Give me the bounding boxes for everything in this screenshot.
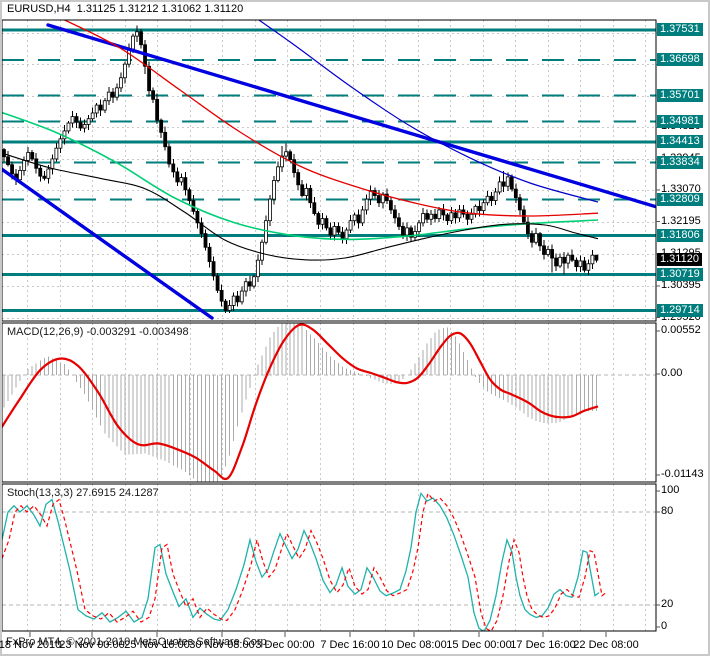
stoch-scale-label: 0: [661, 620, 668, 632]
ma-green: [2, 111, 599, 241]
copyright-text: FxPro MT4, © 2001-2010 MetaQuotes Softwa…: [6, 636, 270, 648]
price-level-label: 1.36698: [657, 53, 703, 66]
time-axis-label: 15 Dec 00:00: [446, 639, 512, 651]
chart-title-ohlc: EURUSD,H4 1.31125 1.31212 1.31062 1.3112…: [7, 3, 244, 15]
time-axis-label: 23 Nov 00:00: [59, 639, 125, 651]
current-price-label: 1.31120: [657, 253, 702, 266]
time-axis-label: 22 Dec 08:00: [573, 639, 639, 651]
stoch-scale-label: 20: [661, 598, 674, 610]
price-level-label: 1.30719: [657, 268, 703, 281]
time-axis-label: 10 Dec 08:00: [381, 639, 447, 651]
price-level-label: 1.31806: [657, 229, 703, 242]
time-axis-label: 17 Dec 16:00: [510, 639, 576, 651]
ma-thin-blue: [257, 20, 599, 203]
ma-red: [63, 20, 599, 217]
price-level-label: 1.32809: [657, 193, 703, 206]
price-level-label: 1.29714: [657, 304, 703, 317]
stoch-indicator-label: Stoch(13,3,3) 27.6915 24.1287: [7, 487, 159, 499]
stoch-scale-label: 100: [661, 484, 680, 496]
price-level-label: 1.35701: [657, 89, 703, 102]
price-axis-label: 1.30395: [661, 279, 701, 291]
macd-signal-line: [2, 323, 599, 481]
macd-indicator-label: MACD(12,26,9) -0.003291 -0.003498: [7, 326, 189, 338]
ma-black: [2, 152, 599, 261]
stoch-scale-label: 80: [661, 505, 674, 517]
macd-scale-label: 0.00: [661, 367, 683, 379]
price-axis-label: 1.33070: [661, 183, 701, 195]
stoch-d-line: [2, 492, 607, 631]
price-level-label: 1.33834: [657, 156, 703, 169]
macd-scale-label: 0.00552: [661, 324, 701, 336]
time-axis-label: 7 Dec 16:00: [320, 639, 380, 651]
price-level-label: 1.34981: [657, 115, 703, 128]
time-axis-label: 18 Nov 2010: [0, 639, 62, 651]
time-axis-label: 30 Nov 08:00: [189, 639, 255, 651]
time-axis-label: 25 Nov 16:00: [124, 639, 190, 651]
stoch-k-line: [2, 491, 600, 631]
macd-scale-label: -0.01143: [661, 468, 704, 480]
price-level-label: 1.34413: [657, 135, 703, 148]
price-axis-label: 1.32195: [661, 215, 701, 227]
price-level-label: 1.37531: [657, 23, 703, 36]
time-axis-label: 3 Dec 00:00: [255, 639, 315, 651]
